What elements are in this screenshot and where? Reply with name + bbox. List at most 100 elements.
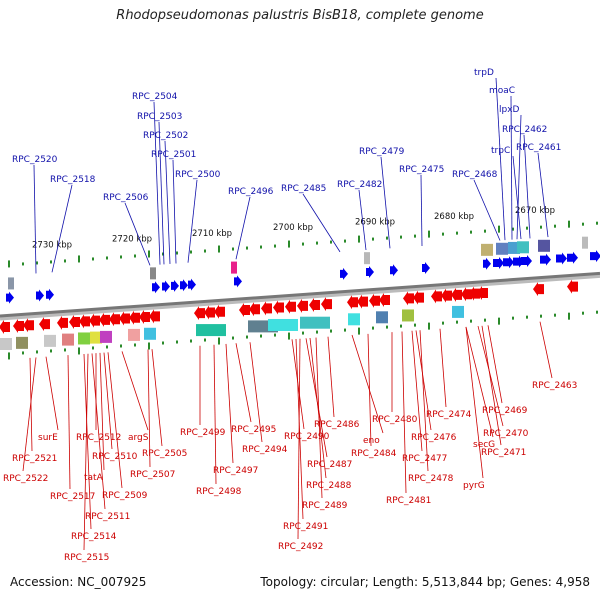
reverse-gene-arrow	[109, 312, 120, 327]
reverse-feature-box	[44, 334, 56, 347]
tick-mark-lower	[36, 350, 38, 354]
reverse-feature-box	[402, 309, 414, 322]
tick-mark-upper	[162, 252, 164, 256]
forward-gene-arrow	[171, 279, 179, 292]
forward-gene-label: RPC_2504	[132, 92, 178, 102]
tick-mark-upper	[358, 235, 360, 243]
forward-gene-arrow	[590, 250, 600, 263]
forward-label-leader	[495, 77, 506, 241]
forward-label-leader	[420, 174, 423, 247]
forward-label-leader	[510, 95, 513, 240]
reverse-gene-label: RPC_2522	[3, 474, 48, 484]
reverse-gene-label: RPC_2463	[532, 381, 577, 391]
map-title: Rhodopseudomonas palustris BisB18, compl…	[116, 8, 484, 23]
tick-mark-upper	[92, 257, 94, 261]
forward-gene-arrow	[152, 281, 160, 294]
reverse-feature-box	[16, 336, 28, 349]
reverse-gene-label: RPC_2477	[402, 454, 447, 464]
tick-mark-upper	[260, 245, 262, 249]
tick-mark-upper	[302, 242, 304, 246]
forward-label-leader	[473, 179, 501, 241]
tick-mark-lower	[260, 334, 262, 338]
tick-mark-upper	[498, 225, 500, 233]
tick-mark-lower	[148, 342, 150, 350]
forward-gene-arrow	[493, 256, 504, 269]
tick-mark-lower	[162, 341, 164, 345]
forward-feature-box	[538, 239, 550, 252]
reverse-gene-label: RPC_2478	[408, 474, 454, 484]
forward-label-leader	[523, 134, 531, 239]
forward-gene-label: RPC_2482	[337, 180, 382, 190]
reverse-label-leader	[415, 330, 432, 431]
forward-feature-box	[496, 242, 508, 255]
reverse-gene-label: surE	[38, 433, 58, 443]
reverse-label-leader	[91, 353, 106, 510]
reverse-feature-box	[452, 305, 464, 318]
reverse-feature-box	[144, 327, 156, 340]
reverse-gene-label: secG	[473, 440, 495, 450]
accession-text: Accession: NC_007925	[10, 575, 147, 589]
tick-mark-lower	[568, 312, 570, 320]
tick-mark-upper	[190, 250, 192, 254]
reverse-label-leader	[539, 321, 553, 379]
forward-gene-arrow	[422, 262, 430, 275]
tick-mark-lower	[512, 316, 514, 320]
reverse-gene-label: RPC_2507	[130, 470, 175, 480]
reverse-gene-label: RPC_2511	[85, 512, 130, 522]
forward-label-leader	[153, 101, 161, 265]
reverse-gene-arrow	[239, 302, 250, 317]
reverse-gene-arrow	[567, 279, 578, 294]
reverse-gene-arrow	[39, 317, 50, 332]
tick-mark-lower	[526, 315, 528, 319]
tick-mark-upper	[288, 240, 290, 248]
reverse-label-leader	[439, 328, 447, 408]
tick-mark-upper	[540, 225, 542, 229]
reverse-gene-arrow	[469, 286, 480, 301]
tick-mark-upper	[120, 255, 122, 259]
reverse-feature-box	[0, 338, 12, 350]
forward-gene-label: trpC	[491, 146, 510, 156]
reverse-label-leader	[401, 331, 407, 494]
forward-feature-box	[364, 252, 370, 265]
tick-mark-upper	[512, 227, 514, 231]
reverse-label-leader	[22, 357, 37, 472]
tick-mark-lower	[176, 340, 178, 344]
scale-label: 2720 kbp	[112, 235, 152, 245]
reverse-gene-label: RPC_2487	[307, 460, 352, 470]
forward-gene-arrow	[46, 288, 54, 301]
reverse-gene-label: RPC_2486	[314, 420, 360, 430]
forward-gene-arrow	[521, 255, 532, 268]
reverse-gene-arrow	[369, 293, 380, 308]
tick-mark-lower	[414, 323, 416, 327]
tick-mark-upper	[134, 254, 136, 258]
forward-gene-arrow	[188, 278, 196, 291]
reverse-gene-arrow	[347, 295, 358, 310]
tick-mark-lower	[8, 352, 10, 360]
reverse-gene-label: RPC_2490	[284, 432, 330, 442]
reverse-label-leader	[99, 352, 105, 471]
reverse-gene-arrow	[194, 306, 205, 321]
reverse-label-leader	[151, 349, 163, 447]
reverse-label-leader	[419, 330, 429, 472]
reverse-label-leader	[67, 355, 71, 490]
reverse-label-leader	[107, 352, 123, 489]
forward-gene-arrow	[162, 280, 170, 293]
reverse-gene-arrow	[431, 289, 442, 304]
scale-label: 2680 kbp	[434, 212, 474, 222]
reverse-gene-label: argS	[128, 433, 149, 443]
reverse-gene-arrow	[23, 318, 34, 333]
tick-mark-upper	[414, 234, 416, 238]
forward-feature-box	[582, 236, 588, 249]
reverse-gene-arrow	[249, 302, 260, 317]
reverse-gene-arrow	[149, 309, 160, 324]
forward-feature-box	[231, 261, 237, 274]
reverse-gene-label: RPC_2517	[50, 492, 95, 502]
tick-mark-lower	[442, 321, 444, 325]
forward-gene-label: moaC	[489, 86, 515, 96]
tick-mark-upper	[386, 236, 388, 240]
forward-gene-label: RPC_2496	[228, 187, 274, 197]
reverse-label-leader	[225, 343, 234, 464]
tick-mark-upper	[50, 260, 52, 264]
